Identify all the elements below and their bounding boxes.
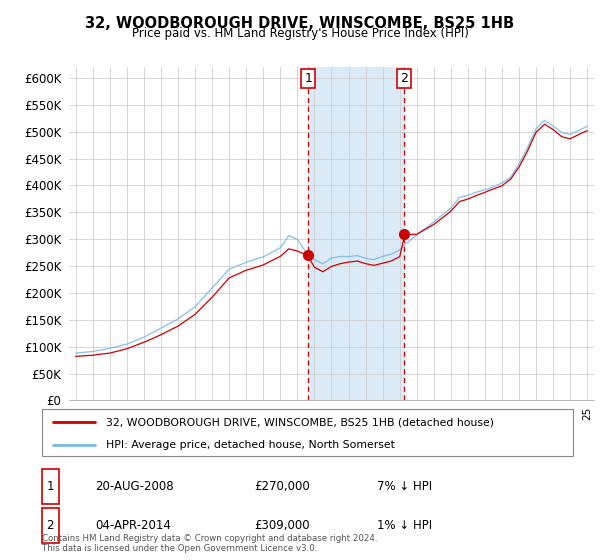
Text: 2: 2	[400, 72, 408, 85]
Text: 04-APR-2014: 04-APR-2014	[95, 519, 171, 532]
Text: 1: 1	[47, 480, 54, 493]
Text: £270,000: £270,000	[254, 480, 310, 493]
Text: Contains HM Land Registry data © Crown copyright and database right 2024.
This d: Contains HM Land Registry data © Crown c…	[42, 534, 377, 553]
Text: 32, WOODBOROUGH DRIVE, WINSCOMBE, BS25 1HB: 32, WOODBOROUGH DRIVE, WINSCOMBE, BS25 1…	[85, 16, 515, 31]
Text: £309,000: £309,000	[254, 519, 310, 532]
Text: 1: 1	[304, 72, 312, 85]
FancyBboxPatch shape	[42, 409, 573, 456]
Text: 7% ↓ HPI: 7% ↓ HPI	[377, 480, 431, 493]
Bar	[308, 67, 404, 400]
Text: 32, WOODBOROUGH DRIVE, WINSCOMBE, BS25 1HB (detached house): 32, WOODBOROUGH DRIVE, WINSCOMBE, BS25 1…	[106, 417, 494, 427]
Text: HPI: Average price, detached house, North Somerset: HPI: Average price, detached house, Nort…	[106, 440, 395, 450]
FancyBboxPatch shape	[42, 508, 59, 543]
Text: 20-AUG-2008: 20-AUG-2008	[95, 480, 174, 493]
Text: 2: 2	[47, 519, 54, 532]
Text: 1% ↓ HPI: 1% ↓ HPI	[377, 519, 431, 532]
FancyBboxPatch shape	[42, 469, 59, 504]
Text: Price paid vs. HM Land Registry's House Price Index (HPI): Price paid vs. HM Land Registry's House …	[131, 27, 469, 40]
